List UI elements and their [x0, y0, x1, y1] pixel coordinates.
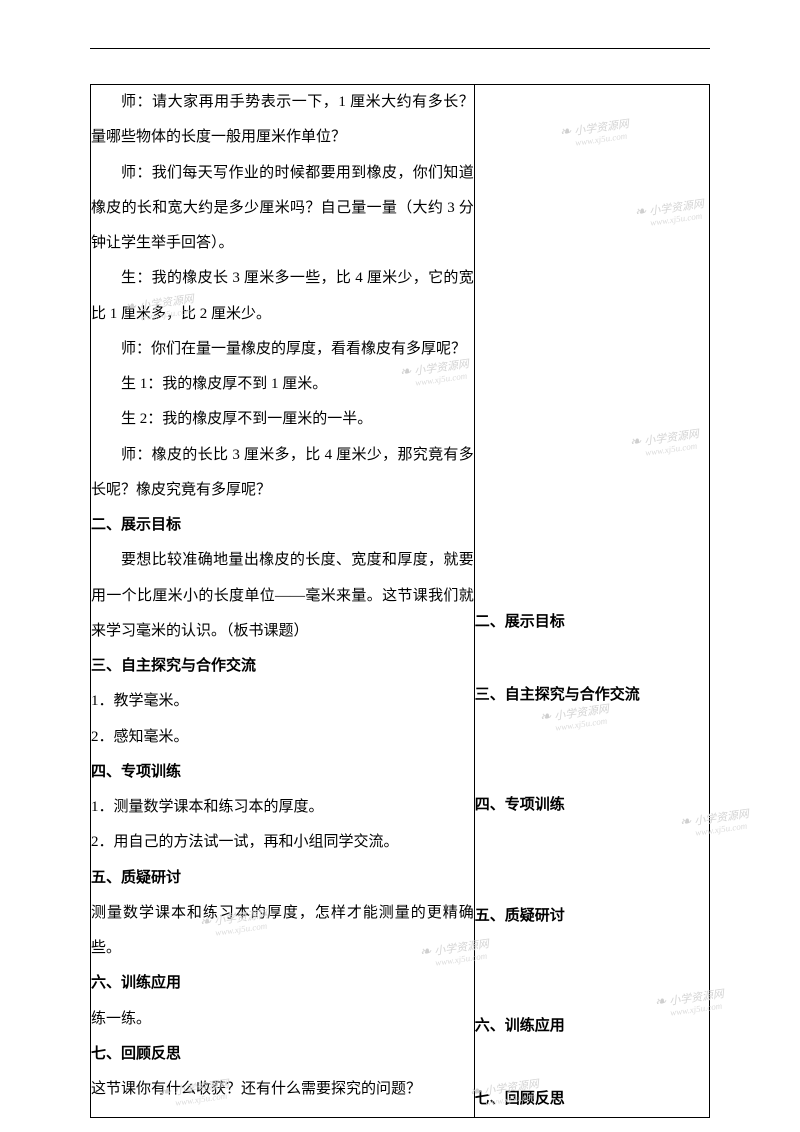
right-spacer [475, 751, 709, 789]
list-item: 2．用自己的方法试一试，再和小组同学交流。 [91, 825, 474, 860]
header-rule [90, 48, 710, 49]
left-column: 师：请大家再用手势表示一下，1 厘米大约有多长？量哪些物体的长度一般用厘米作单位… [91, 85, 475, 1118]
right-spacer [475, 85, 709, 605]
paragraph: 师：我们每天写作业的时候都要用到橡皮，你们知道橡皮的长和宽大约是多少厘米吗？自己… [91, 156, 474, 262]
right-heading-5: 五、质疑研讨 [475, 899, 709, 934]
right-spacer [475, 713, 709, 751]
right-column: 二、展示目标 三、自主探究与合作交流 四、专项训练 五、质疑研讨 六、训练应用 … [474, 85, 709, 1118]
list-item: 2．感知毫米。 [91, 720, 474, 755]
paragraph: 师：你们在量一量橡皮的厚度，看看橡皮有多厚呢？ [91, 332, 474, 367]
lesson-table: 师：请大家再用手势表示一下，1 厘米大约有多长？量哪些物体的长度一般用厘米作单位… [90, 84, 710, 1118]
right-spacer [475, 861, 709, 899]
heading-5: 五、质疑研讨 [91, 861, 474, 896]
right-spacer [475, 972, 709, 1010]
page: 师：请大家再用手势表示一下，1 厘米大约有多长？量哪些物体的长度一般用厘米作单位… [0, 0, 800, 1132]
paragraph: 生：我的橡皮长 3 厘米多一些，比 4 厘米少，它的宽比 1 厘米多，比 2 厘… [91, 261, 474, 332]
right-spacer [475, 934, 709, 972]
right-heading-6: 六、训练应用 [475, 1009, 709, 1044]
right-heading-2: 二、展示目标 [475, 605, 709, 640]
right-spacer [475, 1044, 709, 1082]
heading-3: 三、自主探究与合作交流 [91, 649, 474, 684]
heading-4: 四、专项训练 [91, 755, 474, 790]
heading-7: 七、回顾反思 [91, 1037, 474, 1072]
heading-6: 六、训练应用 [91, 966, 474, 1001]
list-item: 1．教学毫米。 [91, 684, 474, 719]
right-spacer [475, 824, 709, 862]
list-item: 1．测量数学课本和练习本的厚度。 [91, 790, 474, 825]
right-spacer [475, 640, 709, 678]
paragraph: 师：请大家再用手势表示一下，1 厘米大约有多长？量哪些物体的长度一般用厘米作单位… [91, 85, 474, 156]
paragraph: 生 1：我的橡皮厚不到 1 厘米。 [91, 367, 474, 402]
paragraph: 这节课你有什么收获？还有什么需要探究的问题？ [91, 1072, 474, 1107]
right-heading-3: 三、自主探究与合作交流 [475, 678, 709, 713]
list-item: 练一练。 [91, 1002, 474, 1037]
paragraph: 测量数学课本和练习本的厚度，怎样才能测量的更精确些。 [91, 896, 474, 967]
paragraph: 要想比较准确地量出橡皮的长度、宽度和厚度，就要用一个比厘米小的长度单位——毫米来… [91, 543, 474, 649]
paragraph: 生 2：我的橡皮厚不到一厘米的一半。 [91, 402, 474, 437]
right-heading-7: 七、回顾反思 [475, 1082, 709, 1117]
right-heading-4: 四、专项训练 [475, 788, 709, 823]
heading-2: 二、展示目标 [91, 508, 474, 543]
paragraph: 师：橡皮的长比 3 厘米多，比 4 厘米少，那究竟有多长呢？橡皮究竟有多厚呢？ [91, 438, 474, 509]
